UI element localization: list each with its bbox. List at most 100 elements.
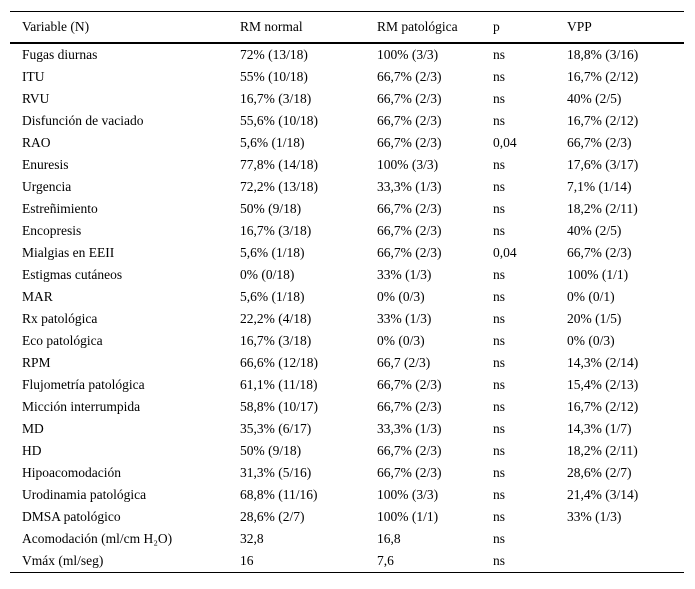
cell-vpp: 0% (0/1) <box>567 289 615 305</box>
cell-rm-patologica: 33% (1/3) <box>377 267 432 283</box>
cell-variable: RPM <box>22 355 51 371</box>
cell-variable: MAR <box>22 289 53 305</box>
cell-rm-patologica: 66,7% (2/3) <box>377 245 442 261</box>
cell-variable: Hipoacomodación <box>22 465 121 481</box>
cell-vpp: 66,7% (2/3) <box>567 245 632 261</box>
cell-rm-normal: 16,7% (3/18) <box>240 223 312 239</box>
column-header-variable: Variable (N) <box>10 11 240 44</box>
cell-rm-patologica: 66,7% (2/3) <box>377 91 442 107</box>
table-row: DMSA patológico 28,6% (2/7) 100% (1/1) ns 33… <box>10 506 684 528</box>
cell-rm-patologica: 66,7% (2/3) <box>377 135 442 151</box>
cell-vpp: 21,4% (3/14) <box>567 487 639 503</box>
table-row: Hipoacomodación 31,3% (5/16) 66,7% (2/3) ns… <box>10 462 684 484</box>
cell-rm-normal: 22,2% (4/18) <box>240 311 312 327</box>
cell-p: ns <box>493 267 506 283</box>
cell-variable: Estreñimiento <box>22 201 98 217</box>
cell-variable: Estigmas cutáneos <box>22 267 123 283</box>
cell-p: ns <box>493 47 506 63</box>
cell-p: ns <box>493 179 506 195</box>
table-row: Fugas diurnas 72% (13/18) 100% (3/3) ns 18,8… <box>10 43 684 66</box>
cell-rm-normal: 58,8% (10/17) <box>240 399 318 415</box>
table-row: Vmáx (ml/seg) 16 7,6 ns <box>10 550 684 573</box>
cell-vpp <box>567 550 684 573</box>
cell-vpp: 18,8% (3/16) <box>567 47 639 63</box>
table-row: Micción interrumpida 58,8% (10/17) 66,7% (… <box>10 396 684 418</box>
cell-rm-normal: 32,8 <box>240 531 264 547</box>
table-body: Fugas diurnas 72% (13/18) 100% (3/3) ns 18,8… <box>10 43 684 573</box>
cell-p: ns <box>493 443 506 459</box>
cell-p: ns <box>493 69 506 85</box>
cell-rm-patologica: 66,7% (2/3) <box>377 399 442 415</box>
table-row: Disfunción de vaciado 55,6% (10/18) 66,7% … <box>10 110 684 132</box>
table-row: MAR 5,6% (1/18) 0% (0/3) ns 0% (0/1) <box>10 286 684 308</box>
cell-rm-patologica: 7,6 <box>377 550 493 573</box>
cell-p: ns <box>493 399 506 415</box>
table-row: Urgencia 72,2% (13/18) 33,3% (1/3) ns 7,1% (… <box>10 176 684 198</box>
results-table-container: Variable (N) RM normal RM patológica p V… <box>10 11 684 573</box>
cell-variable: Acomodación (ml/cm H₂O) <box>22 531 173 547</box>
cell-rm-patologica: 100% (1/1) <box>377 509 439 525</box>
table-row: Encopresis 16,7% (3/18) 66,7% (2/3) ns 40% (… <box>10 220 684 242</box>
results-table: Variable (N) RM normal RM patológica p V… <box>10 11 684 573</box>
cell-variable: Urgencia <box>22 179 72 195</box>
table-row: ITU 55% (10/18) 66,7% (2/3) ns 16,7% (2/12) <box>10 66 684 88</box>
cell-rm-normal: 16,7% (3/18) <box>240 333 312 349</box>
cell-rm-normal: 0% (0/18) <box>240 267 295 283</box>
cell-p: ns <box>493 113 506 129</box>
cell-p: ns <box>493 355 506 371</box>
cell-vpp: 15,4% (2/13) <box>567 377 639 393</box>
cell-variable: Enuresis <box>22 157 69 173</box>
cell-vpp: 16,7% (2/12) <box>567 69 639 85</box>
cell-p: ns <box>493 531 506 547</box>
cell-rm-patologica: 66,7% (2/3) <box>377 377 442 393</box>
cell-variable: Micción interrumpida <box>22 399 141 415</box>
cell-vpp: 14,3% (2/14) <box>567 355 639 371</box>
cell-vpp: 16,7% (2/12) <box>567 399 639 415</box>
cell-rm-normal: 77,8% (14/18) <box>240 157 318 173</box>
cell-vpp: 66,7% (2/3) <box>567 135 632 151</box>
cell-vpp: 18,2% (2/11) <box>567 201 638 217</box>
cell-rm-patologica: 33,3% (1/3) <box>377 421 442 437</box>
cell-rm-normal: 68,8% (11/16) <box>240 487 318 503</box>
cell-vpp: 16,7% (2/12) <box>567 113 639 129</box>
cell-p: ns <box>493 157 506 173</box>
cell-p: ns <box>493 289 506 305</box>
column-header-vpp: VPP <box>567 11 684 44</box>
cell-p: ns <box>493 333 506 349</box>
cell-variable: Eco patológica <box>22 333 103 349</box>
cell-vpp: 7,1% (1/14) <box>567 179 632 195</box>
cell-rm-normal: 5,6% (1/18) <box>240 289 305 305</box>
cell-rm-normal: 55% (10/18) <box>240 69 308 85</box>
cell-variable: Rx patológica <box>22 311 98 327</box>
column-header-p: p <box>493 11 567 44</box>
cell-rm-normal: 50% (9/18) <box>240 201 302 217</box>
column-header-rm-patologica: RM patológica <box>377 11 493 44</box>
cell-variable: Mialgias en EEII <box>22 245 115 261</box>
cell-rm-patologica: 33,3% (1/3) <box>377 179 442 195</box>
cell-rm-patologica: 66,7% (2/3) <box>377 223 442 239</box>
cell-variable: ITU <box>22 69 45 85</box>
table-row: Mialgias en EEII 5,6% (1/18) 66,7% (2/3) 0,… <box>10 242 684 264</box>
table-row: MD 35,3% (6/17) 33,3% (1/3) ns 14,3% (1/7) <box>10 418 684 440</box>
cell-p: ns <box>493 421 506 437</box>
cell-rm-patologica: 66,7% (2/3) <box>377 69 442 85</box>
cell-rm-normal: 50% (9/18) <box>240 443 302 459</box>
table-row: Eco patológica 16,7% (3/18) 0% (0/3) ns 0% (… <box>10 330 684 352</box>
table-row: Enuresis 77,8% (14/18) 100% (3/3) ns 17,6% (… <box>10 154 684 176</box>
cell-variable: Disfunción de vaciado <box>22 113 144 129</box>
cell-p: ns <box>493 487 506 503</box>
cell-vpp: 40% (2/5) <box>567 223 622 239</box>
cell-variable: RVU <box>22 91 50 107</box>
cell-vpp: 28,6% (2/7) <box>567 465 632 481</box>
cell-variable: DMSA patológico <box>22 509 121 525</box>
cell-rm-patologica: 100% (3/3) <box>377 47 439 63</box>
cell-vpp <box>567 528 684 550</box>
cell-rm-patologica: 16,8 <box>377 531 401 547</box>
header-row: Variable (N) RM normal RM patológica p V… <box>10 11 684 44</box>
cell-variable: MD <box>22 421 44 437</box>
table-row: RVU 16,7% (3/18) 66,7% (2/3) ns 40% (2/5) <box>10 88 684 110</box>
cell-rm-patologica: 33% (1/3) <box>377 311 432 327</box>
table-row: Acomodación (ml/cm H₂O) 32,8 16,8 ns <box>10 528 684 550</box>
cell-rm-normal: 16,7% (3/18) <box>240 91 312 107</box>
table-row: RPM 66,6% (12/18) 66,7 (2/3) ns 14,3% (2/14) <box>10 352 684 374</box>
